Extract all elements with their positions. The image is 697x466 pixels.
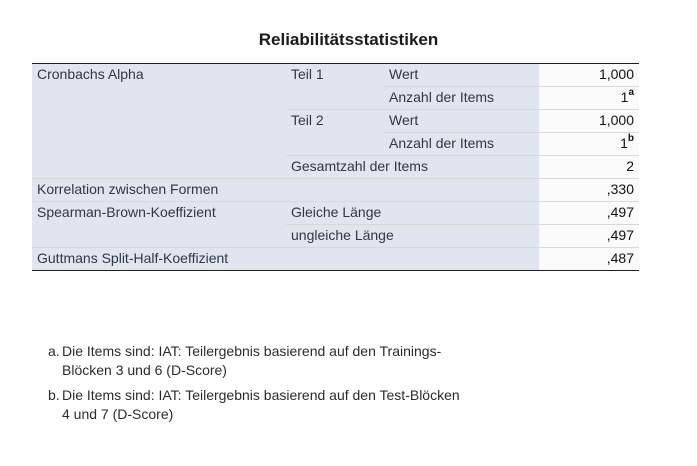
table-row: Spearman-Brown-Koeffizient Gleiche Länge… — [32, 201, 639, 248]
table-row: ungleiche Länge ,497 — [32, 224, 639, 248]
row-label-wert: Wert — [384, 109, 539, 133]
row-label-gleich: Gleiche Länge — [286, 201, 539, 225]
value-text: 1 — [620, 89, 629, 105]
row-label-teil1: Teil 1 — [286, 63, 384, 110]
footnote-b: b. Die Items sind: IAT: Teilergebnis basi… — [48, 386, 668, 424]
footnote-text: 4 und 7 (D-Score) — [62, 406, 174, 422]
footnote-text: Blöcken 3 und 6 (D-Score) — [62, 362, 227, 378]
value-cell: ,497 — [539, 224, 639, 248]
row-label-guttman: Guttmans Split-Half-Koeffizient — [32, 247, 539, 271]
value-cell: 1b — [539, 132, 639, 156]
row-label-teil2: Teil 2 — [286, 109, 384, 156]
footnote-marker: b — [627, 133, 634, 145]
row-label-anzahl: Anzahl der Items — [384, 132, 539, 156]
row-label-ungleich: ungleiche Länge — [286, 224, 539, 248]
table-row: Teil 2 Wert 1,000 — [32, 109, 639, 156]
value-cell: 2 — [539, 155, 639, 179]
table-title: Reliabilitätsstatistiken — [258, 30, 439, 49]
footnote-text: Die Items sind: IAT: Teilergebnis basier… — [62, 387, 460, 403]
value-cell: ,330 — [539, 178, 639, 202]
table-row: Gesamtzahl der Items 2 — [32, 155, 639, 179]
value-text: 1 — [620, 135, 628, 151]
table-row: Anzahl der Items 1b — [32, 132, 639, 156]
table-row: Korrelation zwischen Formen ,330 — [32, 178, 639, 202]
value-cell: ,497 — [539, 201, 639, 225]
value-cell: ,487 — [539, 247, 639, 271]
table-row: Anzahl der Items 1a — [32, 86, 639, 110]
footnote-marker: b. — [48, 387, 60, 403]
table-row: Guttmans Split-Half-Koeffizient ,487 — [32, 247, 639, 271]
footnote-marker: a. — [48, 343, 60, 359]
value-cell: 1a — [539, 86, 639, 110]
value-cell: 1,000 — [539, 63, 639, 87]
footnote-text: Die Items sind: IAT: Teilergebnis basier… — [62, 343, 442, 359]
footnote-a: a. Die Items sind: IAT: Teilergebnis basi… — [48, 342, 668, 380]
table-row: Cronbachs Alpha Teil 1 Wert 1,000 — [32, 63, 639, 179]
row-label-anzahl: Anzahl der Items — [384, 86, 539, 110]
value-cell: 1,000 — [539, 109, 639, 133]
row-label-spearman: Spearman-Brown-Koeffizient — [32, 201, 286, 248]
row-label-gesamt: Gesamtzahl der Items — [286, 155, 539, 179]
reliability-table: Cronbachs Alpha Teil 1 Wert 1,000 Anzahl… — [32, 63, 639, 271]
row-label-cronbach: Cronbachs Alpha — [32, 63, 286, 179]
footnote-marker: a — [628, 87, 634, 99]
row-label-wert: Wert — [384, 63, 539, 87]
row-label-korrelation: Korrelation zwischen Formen — [32, 178, 539, 202]
